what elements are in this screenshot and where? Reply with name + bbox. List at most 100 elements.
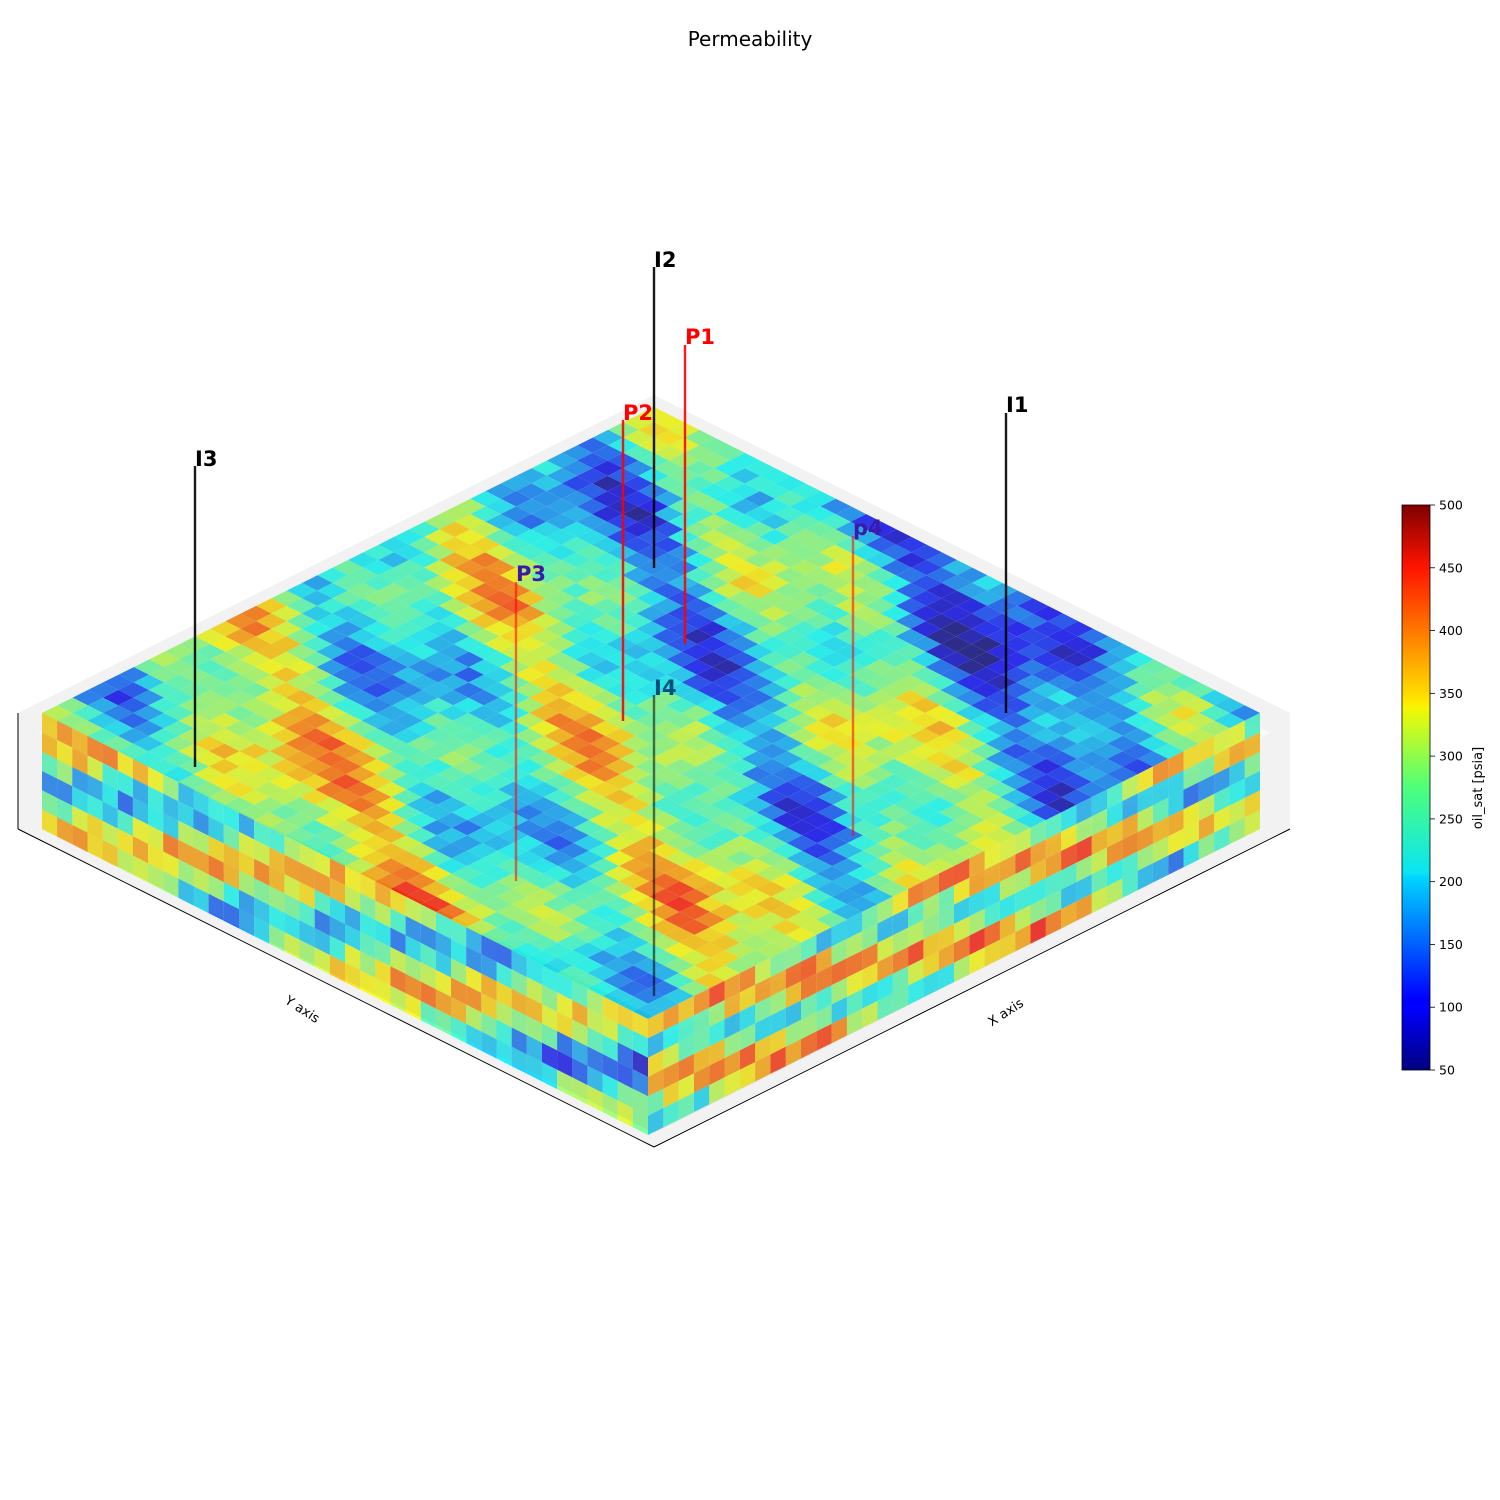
grid-cell <box>588 919 619 935</box>
grid-cell <box>239 713 271 729</box>
grid-cell <box>331 636 363 652</box>
grid-cell <box>516 483 547 499</box>
side-cell-front-left <box>1045 889 1062 917</box>
grid-cell <box>576 529 607 545</box>
grid-cell <box>714 460 745 476</box>
grid-cell <box>709 934 741 951</box>
grid-cell <box>1047 659 1078 675</box>
grid-cell <box>666 667 697 683</box>
side-cell-front-right <box>269 924 285 952</box>
grid-cell <box>591 521 623 537</box>
side-cell-front-left <box>648 1108 664 1135</box>
grid-cell <box>377 644 408 660</box>
grid-cell <box>530 537 562 553</box>
side-cell-front-right <box>178 801 194 829</box>
grid-cell <box>1092 667 1124 683</box>
side-cell-front-right <box>102 820 118 848</box>
grid-cell <box>712 628 744 645</box>
grid-cell <box>559 766 590 782</box>
side-cell-front-right <box>390 889 406 916</box>
grid-cell <box>604 774 636 790</box>
grid-cell <box>149 651 180 668</box>
grid-cell <box>286 613 317 629</box>
side-cell-front-right <box>375 881 391 909</box>
colorbar-tick-label: 400 <box>1439 623 1463 638</box>
side-cell-front-left <box>1107 820 1123 848</box>
side-cell-front-left <box>923 931 939 959</box>
grid-cell <box>1000 774 1031 790</box>
grid-cell <box>620 674 652 691</box>
grid-cell <box>1092 758 1123 775</box>
side-cell-front-right <box>299 881 315 909</box>
grid-cell <box>513 758 544 775</box>
grid-cell <box>970 682 1002 698</box>
grid-cell <box>680 858 711 874</box>
side-cell-front-right <box>375 939 391 967</box>
side-cell-front-right <box>420 904 436 932</box>
grid-cell <box>633 988 664 1004</box>
grid-cell <box>483 682 515 698</box>
grid-cell <box>820 529 851 545</box>
grid-cell <box>940 713 971 729</box>
grid-cell <box>560 659 591 675</box>
grid-cell <box>574 713 606 729</box>
grid-cell <box>484 636 515 652</box>
grid-cell <box>347 598 378 614</box>
grid-cell <box>1077 705 1108 721</box>
grid-cell <box>347 567 379 583</box>
side-cell-front-right <box>57 798 73 825</box>
grid-cell <box>743 583 774 599</box>
grid-cell <box>422 713 453 729</box>
grid-cell <box>438 613 470 629</box>
grid-cell <box>455 498 486 515</box>
grid-cell <box>1138 659 1170 675</box>
grid-cell <box>314 827 346 844</box>
grid-cell <box>863 827 894 844</box>
grid-cell <box>284 812 315 828</box>
grid-cell <box>878 850 909 866</box>
grid-cell <box>407 674 439 690</box>
grid-cell <box>878 774 910 790</box>
grid-cell <box>543 789 574 805</box>
grid-cell <box>560 613 591 629</box>
grid-cell <box>713 521 745 537</box>
grid-cell <box>561 552 592 568</box>
grid-cell <box>985 781 1016 798</box>
grid-cell <box>572 973 603 989</box>
grid-cell <box>743 613 774 629</box>
grid-cell <box>467 843 498 859</box>
grid-cell <box>804 552 836 568</box>
grid-cell <box>756 835 787 851</box>
side-cell-front-right <box>57 759 73 787</box>
grid-cell <box>528 751 560 767</box>
grid-cell <box>744 537 775 553</box>
side-cell-front-left <box>846 989 863 1017</box>
side-cell-front-right <box>329 935 345 963</box>
side-cell-front-left <box>1214 825 1230 852</box>
grid-cell <box>621 583 653 599</box>
grid-cell <box>225 613 256 629</box>
side-cell-front-right <box>345 885 361 913</box>
grid-cell <box>544 743 575 759</box>
side-cell-front-left <box>1229 720 1245 748</box>
grid-cell <box>178 758 209 775</box>
grid-cell <box>482 835 513 851</box>
grid-cell <box>422 758 453 775</box>
side-cell-front-left <box>816 946 832 974</box>
grid-cell <box>317 613 348 629</box>
well-label: I1 <box>1006 393 1028 417</box>
side-cell-front-left <box>831 958 847 986</box>
grid-cell <box>557 965 588 981</box>
grid-cell <box>698 544 729 560</box>
grid-cell <box>469 598 500 614</box>
grid-cell <box>819 636 850 652</box>
grid-cell <box>605 651 637 668</box>
grid-cell <box>1031 758 1062 775</box>
grid-cell <box>1077 659 1109 675</box>
grid-cell <box>788 682 819 698</box>
grid-cell <box>406 843 437 859</box>
grid-cell <box>729 452 760 469</box>
side-cell-front-left <box>648 1011 664 1039</box>
grid-cell <box>909 697 941 713</box>
grid-cell <box>910 636 941 652</box>
